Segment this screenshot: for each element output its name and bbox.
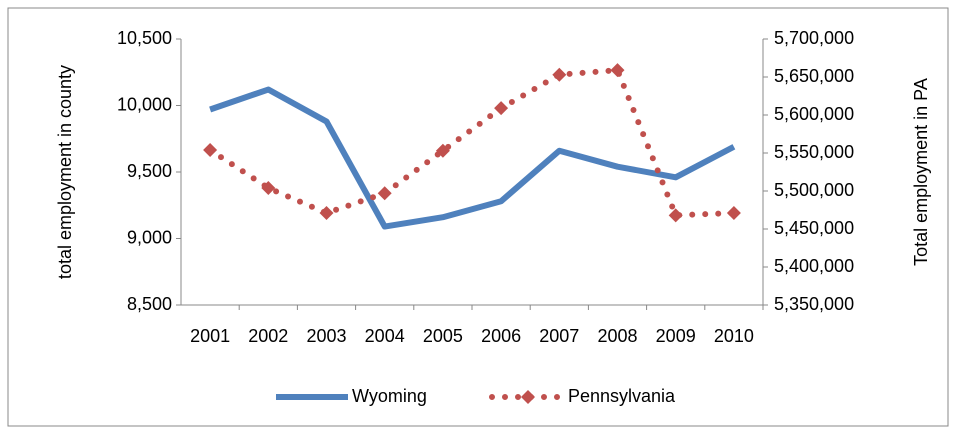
y-tick-label: 10,000 [117, 94, 172, 114]
data-point [435, 143, 450, 158]
y2-tick-label: 5,600,000 [774, 104, 854, 124]
x-tick-label: 2007 [539, 326, 579, 346]
x-tick-label: 2009 [656, 326, 696, 346]
y-tick-label: 8,500 [127, 294, 172, 314]
data-point [377, 186, 392, 201]
y2-tick-label: 5,400,000 [774, 256, 854, 276]
y-tick-label: 9,000 [127, 227, 172, 247]
y2-tick-label: 5,350,000 [774, 294, 854, 314]
y-axis-title: total employment in county [55, 65, 75, 279]
y2-tick-label: 5,700,000 [774, 28, 854, 48]
data-point [610, 63, 625, 78]
y2-tick-label: 5,650,000 [774, 66, 854, 86]
series-line [207, 66, 737, 219]
x-tick-label: 2002 [248, 326, 288, 346]
legend-marker [521, 390, 535, 404]
data-point [668, 208, 683, 223]
x-tick-label: 2001 [190, 326, 230, 346]
x-tick-label: 2006 [481, 326, 521, 346]
data-point [726, 206, 741, 221]
legend-label: Pennsylvania [568, 386, 676, 406]
x-tick-label: 2003 [306, 326, 346, 346]
data-point [203, 142, 218, 157]
x-tick-label: 2010 [714, 326, 754, 346]
series-line [209, 86, 736, 230]
x-tick-label: 2005 [423, 326, 463, 346]
y-tick-label: 9,500 [127, 161, 172, 181]
chart-border [7, 7, 949, 427]
data-point [494, 101, 509, 116]
x-tick-label: 2004 [365, 326, 405, 346]
data-point [552, 67, 567, 82]
y-tick-label: 10,500 [117, 28, 172, 48]
y2-axis-title: Total employment in PA [911, 78, 931, 266]
y2-tick-label: 5,500,000 [774, 180, 854, 200]
legend-label: Wyoming [352, 386, 427, 406]
x-tick-label: 2008 [597, 326, 637, 346]
y2-tick-label: 5,450,000 [774, 218, 854, 238]
y2-tick-label: 5,550,000 [774, 142, 854, 162]
data-point [261, 180, 276, 195]
data-point [319, 206, 334, 221]
